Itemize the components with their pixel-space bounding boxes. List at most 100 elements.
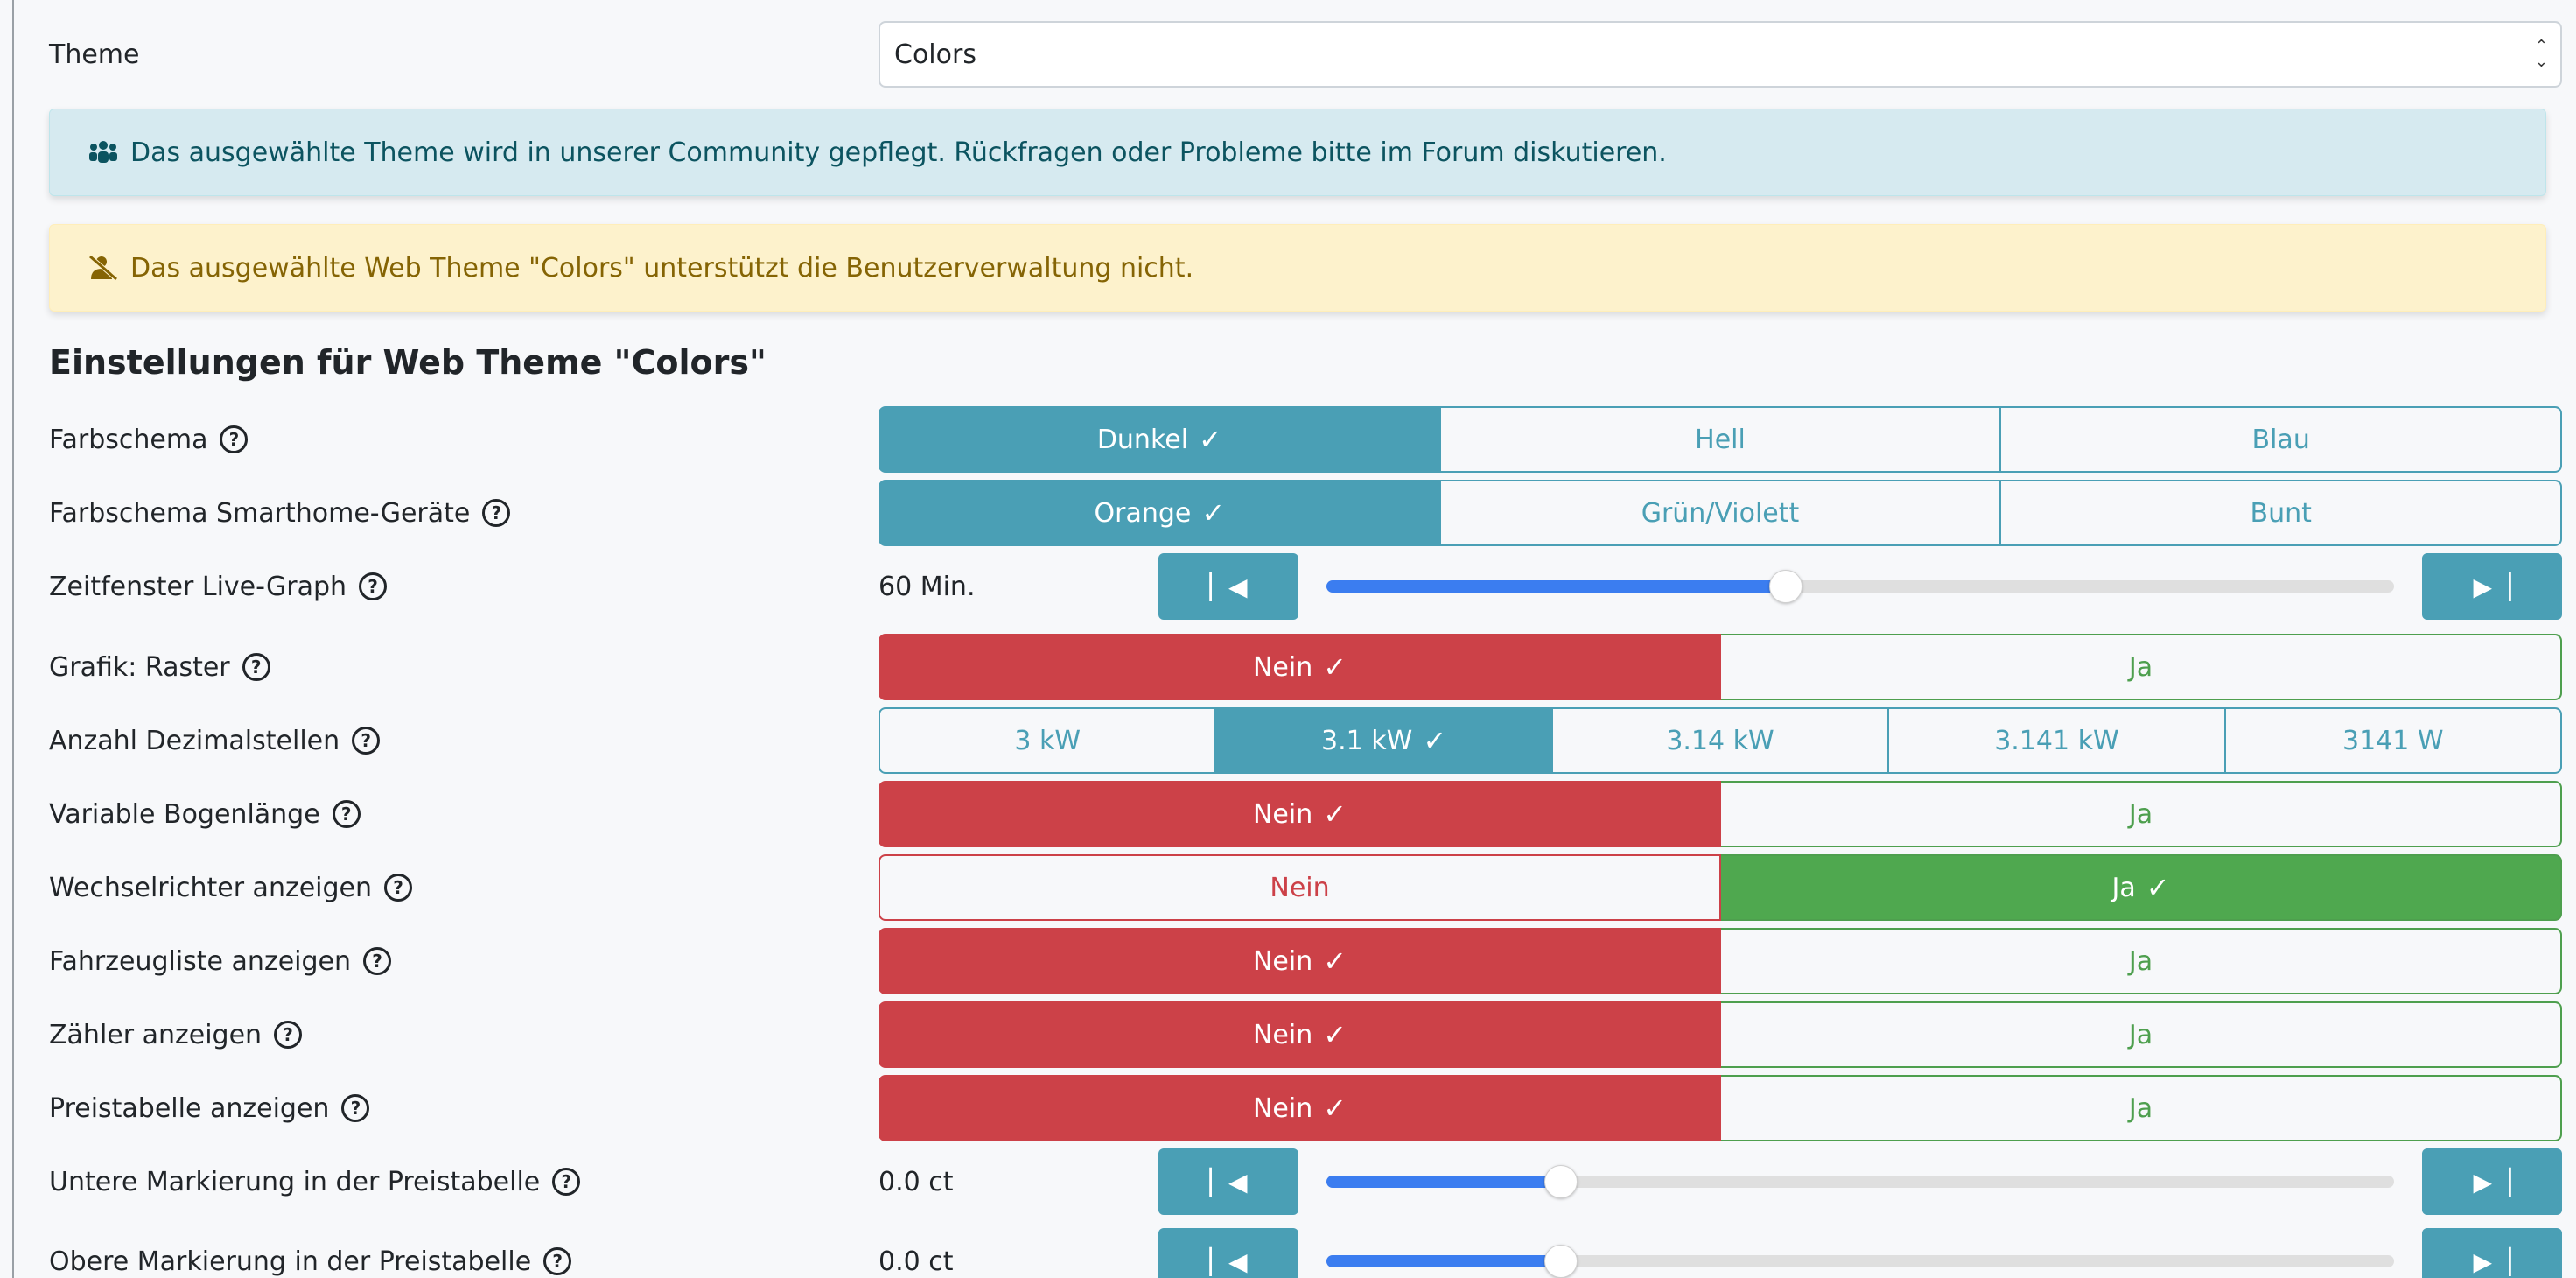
theme-row: Theme Colors ⌃ ⌄ xyxy=(49,21,2562,88)
slider-fill xyxy=(1326,1255,1562,1267)
untere-markierung-label: Untere Markierung in der Preistabelle xyxy=(49,1166,541,1197)
grafik-raster-ja-button[interactable]: Ja xyxy=(1721,634,2562,700)
farbschema-option-dunkel[interactable]: Dunkel ✓ xyxy=(878,406,1441,473)
obere-markierung-slider[interactable] xyxy=(1326,1245,2394,1278)
untere-markierung-increase-button[interactable]: ▶▕ xyxy=(2422,1148,2562,1215)
bogenlaenge-ja-button[interactable]: Ja xyxy=(1721,781,2562,847)
slider-thumb[interactable] xyxy=(1768,570,1802,603)
wechselrichter-label: Wechselrichter anzeigen xyxy=(49,872,373,903)
zeitfenster-increase-button[interactable]: ▶▕ xyxy=(2422,553,2562,620)
community-info-alert: Das ausgewählte Theme wird in unserer Co… xyxy=(49,109,2546,196)
help-icon[interactable]: ? xyxy=(363,947,391,975)
dezimal-option-3-1kw[interactable]: 3.1 kW ✓ xyxy=(1216,707,1553,774)
farbschema-option-blau[interactable]: Blau xyxy=(2001,406,2563,473)
dezimal-option-3141w[interactable]: 3141 W xyxy=(2225,707,2563,774)
help-icon[interactable]: ? xyxy=(543,1247,572,1275)
help-icon[interactable]: ? xyxy=(220,425,248,453)
help-icon[interactable]: ? xyxy=(482,499,511,527)
farbschema-smarthome-label: Farbschema Smarthome-Geräte xyxy=(49,497,471,529)
dezimal-option-3kw[interactable]: 3 kW xyxy=(878,707,1217,774)
untere-markierung-value: 0.0 ct xyxy=(878,1166,954,1197)
bogenlaenge-row: Variable Bogenlänge? Nein ✓ Ja xyxy=(49,781,2562,847)
slider-thumb[interactable] xyxy=(1544,1165,1578,1198)
step-backward-icon: ▏◀ xyxy=(1209,1246,1248,1276)
bogenlaenge-toggle: Nein ✓ Ja xyxy=(878,781,2562,847)
fahrzeugliste-ja-button[interactable]: Ja xyxy=(1721,928,2562,994)
check-icon: ✓ xyxy=(1323,650,1348,684)
farbschema-button-group: Dunkel ✓ Hell Blau xyxy=(878,406,2563,473)
farbschema-option-hell[interactable]: Hell xyxy=(1440,406,2002,473)
user-slash-icon xyxy=(88,255,130,281)
untere-markierung-range: 0.0 ct ▏◀ ▶▕ xyxy=(878,1148,2562,1215)
slider-fill xyxy=(1326,580,1786,593)
zeitfenster-row: Zeitfenster Live-Graph? 60 Min. ▏◀ ▶▕ xyxy=(49,553,2562,620)
obere-markierung-label: Obere Markierung in der Preistabelle xyxy=(49,1246,532,1277)
check-icon: ✓ xyxy=(1323,944,1348,978)
wechselrichter-row: Wechselrichter anzeigen? Nein Ja ✓ xyxy=(49,854,2562,921)
zaehler-nein-button[interactable]: Nein ✓ xyxy=(878,1001,1721,1068)
bogenlaenge-label: Variable Bogenlänge xyxy=(49,798,320,830)
community-info-text: Das ausgewählte Theme wird in unserer Co… xyxy=(130,137,1667,168)
step-forward-icon: ▶▕ xyxy=(2473,572,2511,601)
zaehler-row: Zähler anzeigen? Nein ✓ Ja xyxy=(49,1001,2562,1068)
slider-thumb[interactable] xyxy=(1544,1245,1578,1278)
zeitfenster-value: 60 Min. xyxy=(878,571,976,602)
check-icon: ✓ xyxy=(1323,1092,1348,1125)
zeitfenster-decrease-button[interactable]: ▏◀ xyxy=(1158,553,1298,620)
help-icon[interactable]: ? xyxy=(384,874,413,902)
step-backward-icon: ▏◀ xyxy=(1209,1167,1248,1197)
zaehler-ja-button[interactable]: Ja xyxy=(1721,1001,2562,1068)
farbschema-smarthome-button-group: Orange ✓ Grün/Violett Bunt xyxy=(878,480,2563,546)
zeitfenster-slider[interactable] xyxy=(1326,570,2394,603)
bogenlaenge-nein-button[interactable]: Nein ✓ xyxy=(878,781,1721,847)
step-backward-icon: ▏◀ xyxy=(1209,572,1248,601)
help-icon[interactable]: ? xyxy=(341,1094,370,1122)
dezimal-option-3-14kw[interactable]: 3.14 kW xyxy=(1552,707,1890,774)
users-icon xyxy=(88,140,130,165)
obere-markierung-range: 0.0 ct ▏◀ ▶▕ xyxy=(878,1228,2562,1278)
preistabelle-nein-button[interactable]: Nein ✓ xyxy=(878,1075,1721,1141)
section-title: Einstellungen für Web Theme "Colors" xyxy=(49,343,766,382)
help-icon[interactable]: ? xyxy=(359,572,388,600)
help-icon[interactable]: ? xyxy=(552,1168,581,1196)
dezimal-option-3-141kw[interactable]: 3.141 kW xyxy=(1889,707,2226,774)
check-icon: ✓ xyxy=(1323,1018,1348,1051)
obere-markierung-increase-button[interactable]: ▶▕ xyxy=(2422,1228,2562,1278)
grafik-raster-nein-button[interactable]: Nein ✓ xyxy=(878,634,1721,700)
dezimalstellen-row: Anzahl Dezimalstellen? 3 kW 3.1 kW ✓ 3.14… xyxy=(49,707,2563,774)
help-icon[interactable]: ? xyxy=(352,727,381,755)
untere-markierung-decrease-button[interactable]: ▏◀ xyxy=(1158,1148,1298,1215)
check-icon: ✓ xyxy=(2146,871,2170,904)
grafik-raster-toggle: Nein ✓ Ja xyxy=(878,634,2562,700)
wechselrichter-ja-button[interactable]: Ja ✓ xyxy=(1721,854,2562,921)
select-arrows-icon: ⌃ ⌄ xyxy=(2534,37,2548,71)
help-icon[interactable]: ? xyxy=(332,800,360,828)
theme-select-value: Colors xyxy=(894,39,976,70)
help-icon[interactable]: ? xyxy=(242,653,270,681)
smarthome-option-bunt[interactable]: Bunt xyxy=(2001,480,2563,546)
untere-markierung-row: Untere Markierung in der Preistabelle? 0… xyxy=(49,1148,2562,1215)
check-icon: ✓ xyxy=(1201,496,1226,530)
fahrzeugliste-label: Fahrzeugliste anzeigen xyxy=(49,945,351,977)
fahrzeugliste-row: Fahrzeugliste anzeigen? Nein ✓ Ja xyxy=(49,928,2562,994)
dezimalstellen-button-group: 3 kW 3.1 kW ✓ 3.14 kW 3.141 kW 3141 W xyxy=(878,707,2563,774)
preistabelle-label: Preistabelle anzeigen xyxy=(49,1092,330,1124)
wechselrichter-nein-button[interactable]: Nein xyxy=(878,854,1721,921)
untere-markierung-slider[interactable] xyxy=(1326,1165,2394,1198)
step-forward-icon: ▶▕ xyxy=(2473,1167,2511,1197)
preistabelle-ja-button[interactable]: Ja xyxy=(1721,1075,2562,1141)
slider-fill xyxy=(1326,1176,1562,1188)
theme-select[interactable]: Colors ⌃ ⌄ xyxy=(878,21,2562,88)
dezimalstellen-label: Anzahl Dezimalstellen xyxy=(49,725,340,756)
smarthome-option-gruen-violett[interactable]: Grün/Violett xyxy=(1440,480,2002,546)
step-forward-icon: ▶▕ xyxy=(2473,1246,2511,1276)
obere-markierung-decrease-button[interactable]: ▏◀ xyxy=(1158,1228,1298,1278)
preistabelle-toggle: Nein ✓ Ja xyxy=(878,1075,2562,1141)
user-management-warning-text: Das ausgewählte Web Theme "Colors" unter… xyxy=(130,252,1194,284)
help-icon[interactable]: ? xyxy=(274,1021,303,1049)
check-icon: ✓ xyxy=(1423,724,1447,757)
smarthome-option-orange[interactable]: Orange ✓ xyxy=(878,480,1441,546)
preistabelle-row: Preistabelle anzeigen? Nein ✓ Ja xyxy=(49,1075,2562,1141)
theme-label: Theme xyxy=(49,39,140,70)
fahrzeugliste-nein-button[interactable]: Nein ✓ xyxy=(878,928,1721,994)
